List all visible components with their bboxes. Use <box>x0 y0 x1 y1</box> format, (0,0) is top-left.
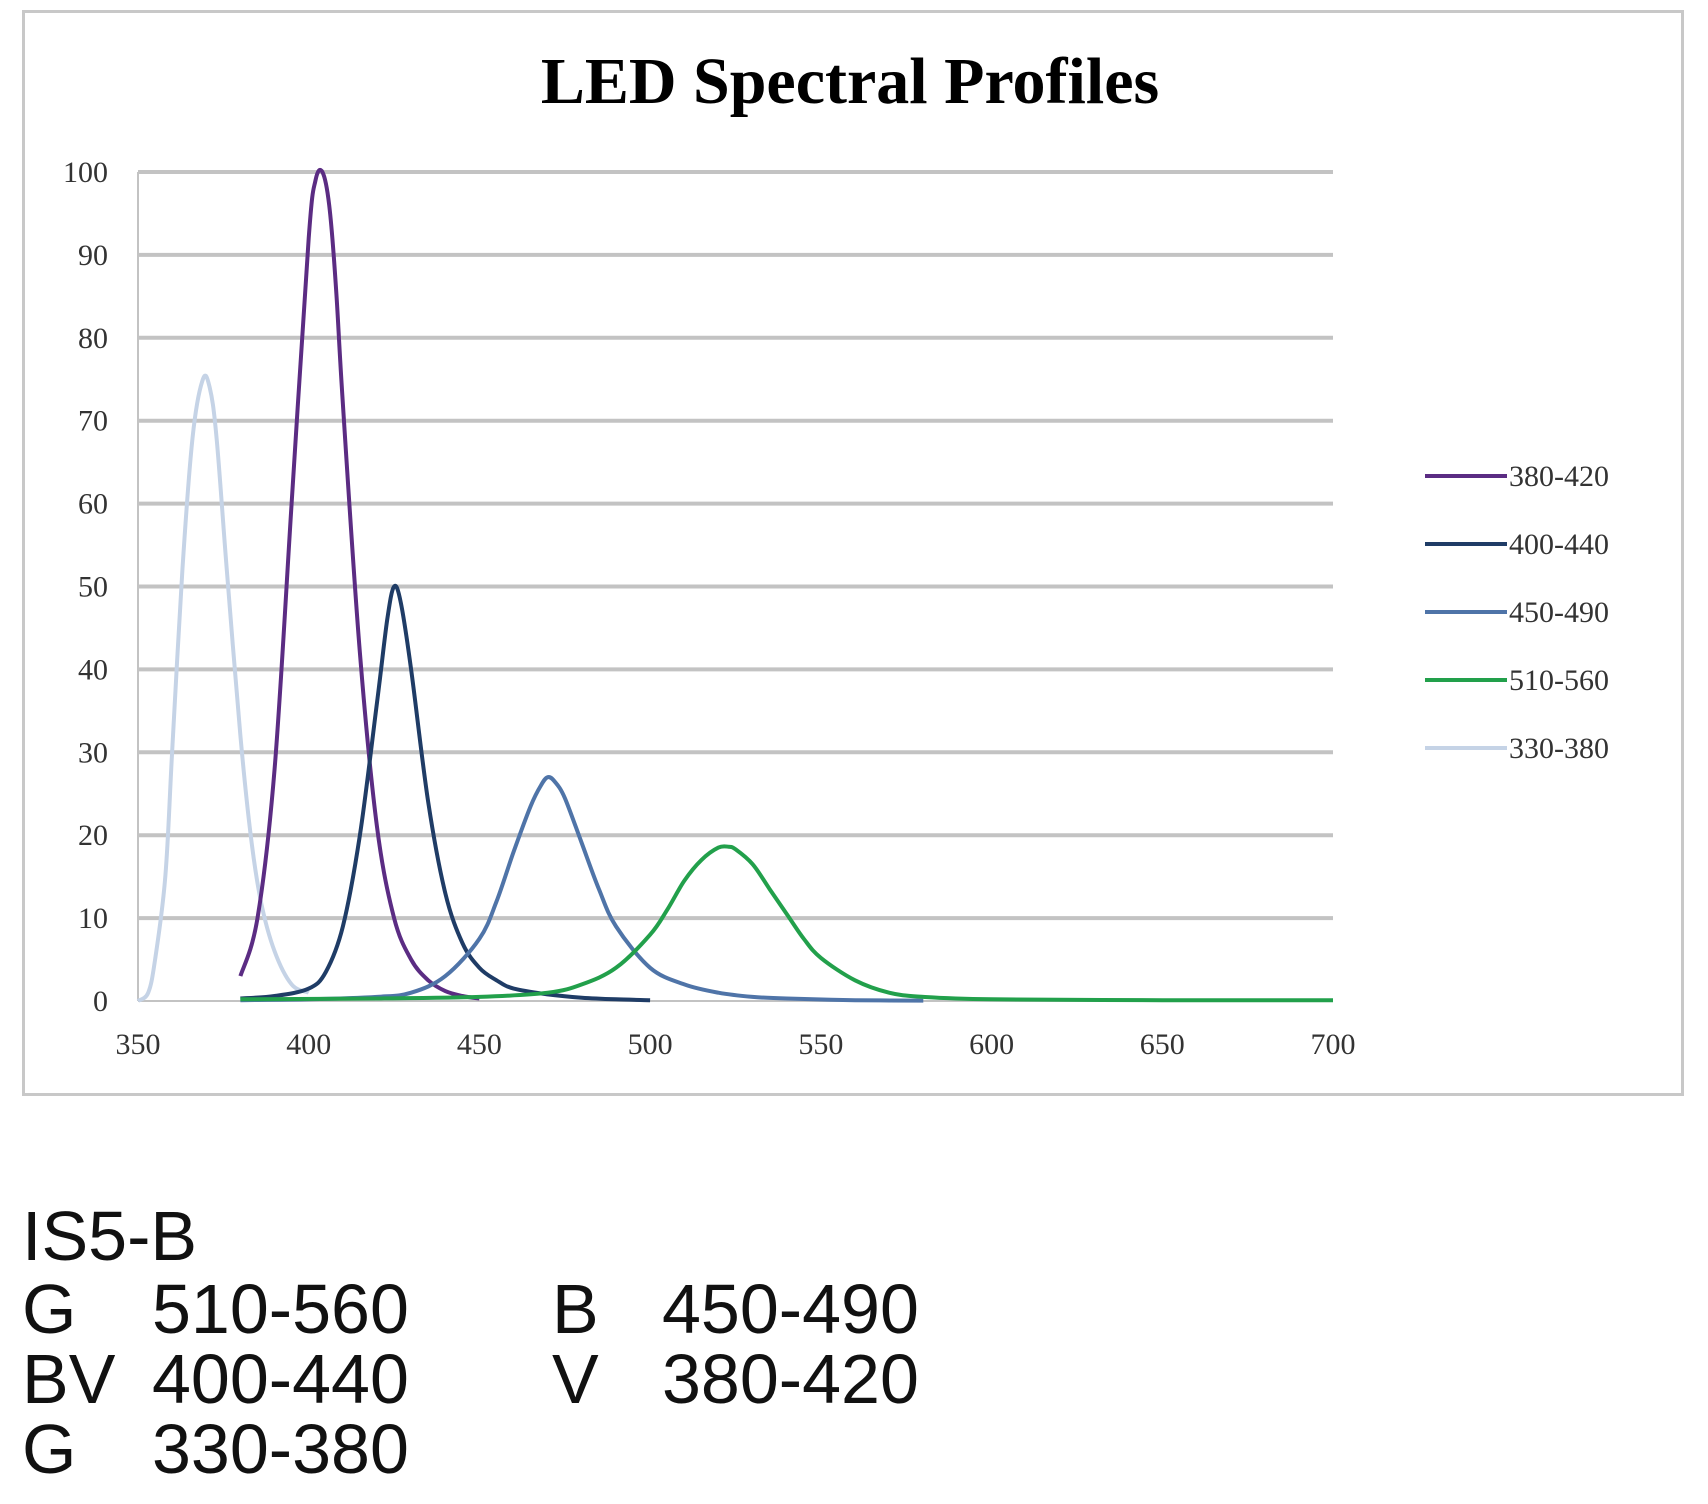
y-tick-label: 40 <box>78 653 108 686</box>
legend-label: 450-490 <box>1509 596 1609 629</box>
chart-frame <box>22 10 1684 1096</box>
legend-label: 510-560 <box>1509 664 1609 697</box>
chart-title: LED Spectral Profiles <box>541 45 1159 118</box>
caption-range: 400-440 <box>152 1340 409 1418</box>
led-caption: IS5-B G 510-560 B 450-490 BV 400-440 V 3… <box>22 1200 919 1484</box>
caption-range: 450-490 <box>662 1270 919 1348</box>
spectral-chart: LED Spectral Profiles 0 10 20 30 40 50 60 70 80 9… <box>63 45 1609 1061</box>
y-tick-label: 80 <box>78 322 108 355</box>
y-tick-label: 0 <box>93 985 108 1018</box>
caption-row: G 510-560 B 450-490 <box>22 1274 919 1344</box>
y-tick-label: 70 <box>78 405 108 438</box>
series-line-380-420 <box>238 167 480 1001</box>
caption-row: G 330-380 <box>22 1414 919 1484</box>
x-tick-label: 550 <box>798 1028 843 1061</box>
x-tick-label: 650 <box>1140 1028 1185 1061</box>
caption-row: BV 400-440 V 380-420 <box>22 1344 919 1414</box>
x-tick-label: 450 <box>457 1028 502 1061</box>
caption-title: IS5-B <box>22 1197 198 1275</box>
series-line-510-560 <box>240 844 1334 1003</box>
caption-code: V <box>552 1340 599 1418</box>
axis-layer: 0 10 20 30 40 50 60 70 80 90 100 350 400 450 500 550 600… <box>63 156 1356 1061</box>
y-tick-label: 50 <box>78 571 108 604</box>
legend-label: 380-420 <box>1509 460 1609 493</box>
legend-label: 330-380 <box>1509 732 1609 765</box>
grid-layer <box>138 170 1333 1002</box>
legend-label: 400-440 <box>1509 528 1609 561</box>
series-line-330-380 <box>136 373 310 1003</box>
y-tick-label: 90 <box>78 239 108 272</box>
caption-code: BV <box>22 1340 116 1418</box>
caption-code: G <box>22 1410 77 1488</box>
y-tick-label: 20 <box>78 819 108 852</box>
series-layer <box>136 167 1334 1003</box>
series-line-450-490 <box>240 775 924 1003</box>
x-tick-label: 350 <box>116 1028 161 1061</box>
y-tick-label: 100 <box>63 156 108 189</box>
caption-range: 510-560 <box>152 1270 409 1348</box>
legend: 380-420 400-440 450-490 510-560 330-380 <box>1425 460 1609 765</box>
x-tick-label: 400 <box>286 1028 331 1061</box>
y-tick-label: 10 <box>78 902 108 935</box>
caption-code: G <box>22 1270 77 1348</box>
y-tick-label: 30 <box>78 736 108 769</box>
caption-range: 330-380 <box>152 1410 409 1488</box>
series-line-400-440 <box>240 583 651 1003</box>
x-tick-label: 600 <box>969 1028 1014 1061</box>
caption-code: B <box>552 1270 599 1348</box>
x-tick-label: 500 <box>628 1028 673 1061</box>
y-tick-label: 60 <box>78 488 108 521</box>
caption-range: 380-420 <box>662 1340 919 1418</box>
x-tick-label: 700 <box>1311 1028 1356 1061</box>
